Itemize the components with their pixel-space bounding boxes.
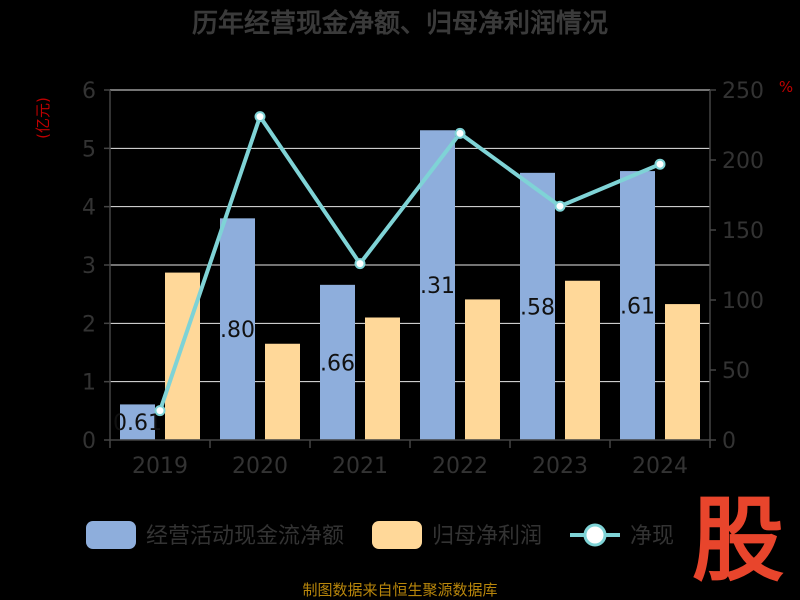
y-right-tick-label: 0 xyxy=(722,429,736,454)
bar-data-label: .80 xyxy=(220,318,255,343)
y-right-tick-label: 200 xyxy=(722,149,764,174)
bar xyxy=(265,343,300,440)
bar xyxy=(465,299,500,440)
bar-data-label: .31 xyxy=(420,274,455,299)
y-left-tick-label: 4 xyxy=(82,196,96,221)
bar-data-label: .66 xyxy=(320,351,355,376)
y-left-tick-label: 0 xyxy=(82,429,96,454)
line-series xyxy=(158,112,661,412)
bar xyxy=(520,172,555,441)
y-right-tick-label: 100 xyxy=(722,289,764,314)
line-point xyxy=(354,258,366,270)
bar xyxy=(565,280,600,440)
line-point xyxy=(654,158,666,170)
chart-title: 历年经营现金净额、归母净利润情况 xyxy=(192,8,608,39)
legend-label: 归母净利润 xyxy=(432,524,542,549)
line-point xyxy=(254,111,266,123)
y-left-tick-label: 1 xyxy=(82,371,96,396)
bar xyxy=(165,272,200,440)
bar xyxy=(620,171,655,441)
bar-data-label: .61 xyxy=(620,295,655,320)
watermark-logo: 股 xyxy=(692,487,784,594)
y-right-tick-label: 150 xyxy=(722,219,764,244)
line-point xyxy=(454,127,466,139)
y-left-tick-label: 5 xyxy=(82,137,96,162)
bar xyxy=(120,404,155,440)
y-left-tick-label: 2 xyxy=(82,312,96,337)
line-point xyxy=(554,200,566,212)
x-tick-label: 2020 xyxy=(232,454,288,479)
legend-label: 经营活动现金流净额 xyxy=(146,524,344,549)
y-left-tick-label: 3 xyxy=(82,254,96,279)
legend-label: 净现 xyxy=(630,524,674,549)
y-left-unit: (亿元) xyxy=(34,97,52,139)
bar-data-label: .58 xyxy=(520,295,555,320)
x-tick-label: 2021 xyxy=(332,454,388,479)
y-right-tick-label: 250 xyxy=(722,79,764,104)
bar xyxy=(220,218,255,440)
y-right-tick-label: 50 xyxy=(722,359,750,384)
source-note: 制图数据来自恒生聚源数据库 xyxy=(302,581,497,599)
x-tick-label: 2022 xyxy=(432,454,488,479)
bar xyxy=(365,317,400,440)
bar-data-label: 0.61 xyxy=(113,411,162,436)
x-tick-label: 2019 xyxy=(132,454,188,479)
line-point xyxy=(154,405,166,417)
legend-swatch xyxy=(372,521,422,549)
y-left-tick-label: 6 xyxy=(82,79,96,104)
x-tick-label: 2024 xyxy=(632,454,688,479)
legend-line-marker xyxy=(583,523,607,547)
legend-swatch xyxy=(86,521,136,549)
y-right-unit: % xyxy=(779,78,793,96)
bar xyxy=(420,130,455,440)
x-tick-label: 2023 xyxy=(532,454,588,479)
bar xyxy=(320,284,355,440)
bar xyxy=(665,304,700,440)
